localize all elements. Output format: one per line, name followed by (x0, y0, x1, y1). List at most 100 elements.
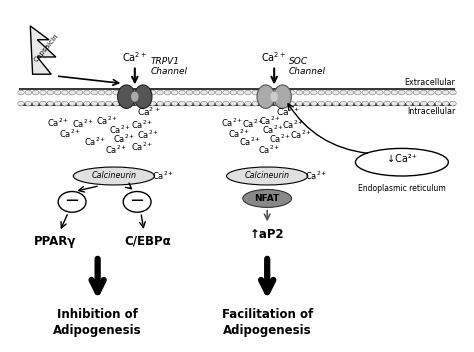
Circle shape (384, 101, 391, 106)
Circle shape (450, 101, 456, 106)
Circle shape (259, 90, 266, 95)
Circle shape (149, 101, 156, 106)
Circle shape (362, 90, 368, 95)
Circle shape (391, 90, 398, 95)
Text: Ca$^{2+}$: Ca$^{2+}$ (239, 135, 261, 148)
Circle shape (62, 90, 68, 95)
Circle shape (47, 90, 54, 95)
Circle shape (18, 90, 24, 95)
Circle shape (369, 90, 376, 95)
Text: Ca$^{2+}$: Ca$^{2+}$ (131, 119, 153, 131)
Circle shape (296, 101, 302, 106)
Text: Ca$^{2+}$: Ca$^{2+}$ (84, 135, 107, 148)
Ellipse shape (273, 85, 292, 108)
Text: Ca$^{2+}$: Ca$^{2+}$ (242, 117, 264, 130)
Circle shape (406, 101, 412, 106)
Circle shape (208, 101, 215, 106)
Text: Ca$^{2+}$: Ca$^{2+}$ (269, 133, 291, 145)
Circle shape (406, 90, 412, 95)
Circle shape (216, 90, 222, 95)
Circle shape (282, 90, 288, 95)
Circle shape (289, 101, 295, 106)
Text: SOC
Channel: SOC Channel (289, 57, 326, 76)
Circle shape (399, 101, 405, 106)
Circle shape (303, 101, 310, 106)
Circle shape (172, 101, 178, 106)
Text: Extracellular: Extracellular (404, 78, 456, 87)
Circle shape (237, 90, 244, 95)
Text: −: − (64, 192, 80, 210)
Text: NFAT: NFAT (255, 194, 280, 203)
Circle shape (69, 101, 75, 106)
Circle shape (325, 90, 332, 95)
Circle shape (450, 90, 456, 95)
Text: Inhibition of
Adipogenesis: Inhibition of Adipogenesis (54, 308, 142, 337)
Circle shape (40, 90, 46, 95)
Bar (18, 88, 456, 90)
Circle shape (120, 101, 127, 106)
Circle shape (113, 101, 119, 106)
Circle shape (106, 101, 112, 106)
Text: Ca$^{2+}$: Ca$^{2+}$ (122, 50, 147, 64)
Circle shape (135, 90, 141, 95)
Text: Intracellular: Intracellular (407, 107, 456, 116)
Circle shape (369, 101, 376, 106)
Ellipse shape (243, 189, 292, 207)
Ellipse shape (271, 92, 278, 102)
Text: Ca$^{2+}$: Ca$^{2+}$ (105, 143, 128, 156)
Circle shape (186, 90, 192, 95)
Circle shape (245, 90, 251, 95)
Text: Ca$^{2+}$: Ca$^{2+}$ (262, 50, 287, 64)
Text: Ca$^{2+}$: Ca$^{2+}$ (276, 106, 300, 118)
Text: Ca$^{2+}$: Ca$^{2+}$ (137, 129, 159, 142)
Circle shape (128, 90, 134, 95)
Circle shape (83, 101, 90, 106)
Circle shape (120, 90, 127, 95)
Text: Endoplasmic reticulum: Endoplasmic reticulum (358, 184, 446, 193)
Ellipse shape (134, 85, 152, 108)
Circle shape (340, 90, 346, 95)
Circle shape (179, 101, 185, 106)
Text: PPARγ: PPARγ (34, 235, 76, 248)
Circle shape (113, 90, 119, 95)
Circle shape (237, 101, 244, 106)
Text: Calcineurin: Calcineurin (245, 171, 290, 181)
Text: Ca$^{2+}$: Ca$^{2+}$ (221, 116, 244, 129)
Text: Ca$^{2+}$: Ca$^{2+}$ (305, 170, 327, 182)
Circle shape (252, 90, 258, 95)
Text: Ca$^{2+}$: Ca$^{2+}$ (47, 116, 69, 129)
Text: Capsaicin: Capsaicin (33, 33, 59, 63)
Circle shape (252, 101, 258, 106)
Circle shape (40, 101, 46, 106)
Text: Ca$^{2+}$: Ca$^{2+}$ (228, 128, 250, 140)
Circle shape (230, 90, 237, 95)
Circle shape (428, 101, 434, 106)
Circle shape (413, 101, 419, 106)
Circle shape (399, 90, 405, 95)
Text: Ca$^{2+}$: Ca$^{2+}$ (262, 123, 284, 136)
Circle shape (69, 90, 75, 95)
Polygon shape (30, 26, 56, 74)
Text: C/EBPα: C/EBPα (125, 235, 171, 248)
Circle shape (223, 90, 229, 95)
Circle shape (91, 101, 98, 106)
Circle shape (98, 90, 105, 95)
Circle shape (164, 90, 171, 95)
Ellipse shape (227, 167, 308, 185)
Circle shape (91, 90, 98, 95)
Text: Ca$^{2+}$: Ca$^{2+}$ (152, 170, 174, 182)
Circle shape (333, 101, 339, 106)
Circle shape (362, 101, 368, 106)
Circle shape (157, 90, 164, 95)
Circle shape (325, 101, 332, 106)
Ellipse shape (257, 85, 274, 108)
Circle shape (296, 90, 302, 95)
Circle shape (98, 101, 105, 106)
Text: ↓Ca²⁺: ↓Ca²⁺ (387, 154, 417, 164)
Circle shape (303, 90, 310, 95)
Circle shape (216, 101, 222, 106)
Circle shape (282, 101, 288, 106)
Circle shape (62, 101, 68, 106)
Circle shape (208, 90, 215, 95)
Circle shape (267, 90, 273, 95)
